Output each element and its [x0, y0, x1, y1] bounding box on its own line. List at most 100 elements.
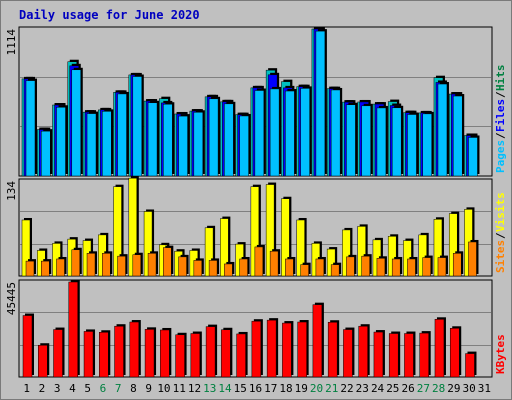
sites-bar-day-11-face: [178, 256, 187, 277]
pages-bar-day-25: [391, 105, 404, 177]
legend-files: Files: [494, 99, 507, 132]
kbytes-bar-day-29-face: [449, 328, 460, 378]
kbytes-bar-day-13-face: [205, 326, 216, 378]
pages-bar-day-2-face: [41, 130, 51, 177]
pages-bar-day-15-face: [239, 115, 249, 177]
sites-bar-day-16: [254, 244, 265, 277]
kbytes-bar-day-25: [388, 331, 401, 378]
kbytes-bar-day-18: [282, 321, 294, 378]
kbytes-bar-day-12-face: [190, 333, 201, 378]
pages-bar-day-26: [407, 112, 419, 177]
sites-bar-day-5: [86, 251, 98, 277]
pages-bar-day-13: [208, 96, 221, 177]
sites-bar-day-13: [208, 258, 220, 277]
x-tick-label-day-7: 7: [115, 382, 122, 395]
sites-bar-day-20: [315, 256, 326, 277]
sites-bar-day-9: [147, 251, 159, 277]
sites-bar-day-6-face: [102, 253, 111, 277]
sites-bar-day-25-face: [391, 258, 401, 277]
sites-bar-day-14: [224, 261, 235, 277]
sites-bar-day-19-face: [300, 264, 309, 277]
kbytes-bar-day-8: [129, 320, 141, 378]
legend-sites: Sites: [494, 240, 507, 273]
kbytes-bar-day-10-face: [160, 329, 170, 378]
sites-bar-day-23-face: [361, 255, 370, 277]
kbytes-bar-day-2-face: [38, 344, 48, 378]
sites-bar-day-18-face: [285, 258, 294, 277]
pages-bar-day-4: [71, 67, 83, 177]
sites-bar-day-12-face: [193, 260, 203, 277]
sites-bar-day-1: [25, 259, 36, 277]
sites-bar-day-4-face: [71, 249, 81, 277]
kbytes-bar-day-22-face: [343, 329, 353, 378]
kbytes-bar-day-10: [160, 327, 172, 378]
kbytes-bar-day-13: [205, 324, 218, 378]
sites-bar-day-17: [269, 249, 281, 277]
pages-bar-day-22-face: [346, 104, 356, 177]
pages-bar-day-27-face: [422, 113, 432, 177]
sites-bar-day-6: [102, 251, 113, 277]
sites-bar-day-30: [468, 239, 479, 277]
kbytes-bar-day-27: [419, 331, 431, 378]
x-tick-label-day-18: 18: [279, 382, 292, 395]
visits-sites-panel-legend: Sites/Visits: [494, 192, 507, 273]
x-tick-label-day-29: 29: [447, 382, 460, 395]
pages-bar-day-13-face: [208, 98, 219, 177]
kbytes-bar-day-26: [404, 331, 416, 378]
x-tick-label-day-16: 16: [249, 382, 262, 395]
x-tick-label-day-6: 6: [100, 382, 107, 395]
x-tick-label-day-19: 19: [295, 382, 308, 395]
sites-bar-day-21-face: [330, 264, 340, 277]
sites-bar-day-24: [376, 256, 387, 277]
kbytes-bar-day-1-face: [22, 315, 33, 378]
sites-bar-day-8-face: [132, 254, 142, 277]
pages-bar-day-15: [239, 113, 251, 177]
sites-bar-day-10-face: [163, 247, 172, 277]
sites-bar-day-21: [330, 262, 342, 277]
sites-bar-day-3: [56, 256, 67, 277]
pages-bar-day-30-face: [468, 137, 478, 177]
kbytes-bar-day-26-face: [404, 333, 414, 378]
legend-pages: Pages: [494, 140, 507, 173]
kbytes-bar-day-12: [190, 331, 202, 378]
sites-bar-day-20-face: [315, 258, 325, 277]
kbytes-bar-day-15: [236, 331, 248, 378]
sites-bar-day-19: [300, 262, 311, 277]
x-tick-label-day-31: 31: [478, 382, 491, 395]
kbytes-bar-day-11: [175, 332, 187, 378]
kbytes-bar-day-4: [68, 280, 80, 378]
kbytes-bar-day-17: [266, 318, 279, 378]
kbytes-bar-day-15-face: [236, 333, 246, 378]
x-tick-label-day-4: 4: [69, 382, 76, 395]
sites-bar-day-26-face: [407, 258, 416, 277]
x-tick-label-day-5: 5: [84, 382, 91, 395]
pages-bar-day-4-face: [71, 69, 82, 177]
x-tick-label-day-28: 28: [432, 382, 445, 395]
pages-bar-day-11: [178, 114, 190, 177]
kbytes-bar-day-30: [465, 351, 477, 378]
pages-bar-day-28-face: [437, 83, 448, 177]
x-tick-label-day-2: 2: [39, 382, 46, 395]
sites-bar-day-23: [361, 254, 372, 277]
pages-bar-day-30: [468, 135, 480, 177]
pages-bar-day-6: [102, 109, 114, 177]
sites-bar-day-1-face: [25, 260, 35, 277]
x-tick-label-day-17: 17: [264, 382, 277, 395]
kbytes-bar-day-28-face: [434, 319, 445, 378]
sites-bar-day-27: [422, 255, 433, 277]
pages-bar-day-7: [117, 91, 129, 177]
pages-bar-day-21-face: [330, 89, 341, 177]
pages-bar-day-18-face: [285, 90, 295, 177]
sites-bar-day-15-face: [239, 258, 248, 277]
sites-bar-day-14-face: [224, 263, 233, 277]
sites-bar-day-22: [346, 254, 357, 277]
sites-bar-day-28-face: [437, 257, 447, 277]
x-tick-label-day-11: 11: [173, 382, 186, 395]
x-tick-label-day-21: 21: [325, 382, 338, 395]
kbytes-bar-day-24: [373, 330, 385, 378]
sites-bar-day-26: [407, 256, 418, 277]
sites-bar-day-24-face: [376, 258, 386, 277]
kbytes-bar-day-7: [114, 324, 126, 378]
pages-bar-day-19: [300, 86, 312, 177]
sites-bar-day-22-face: [346, 256, 355, 277]
